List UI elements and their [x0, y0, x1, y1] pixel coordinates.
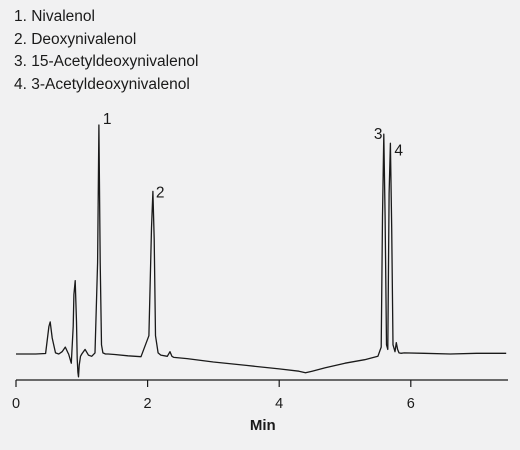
x-tick-label: 6: [407, 396, 415, 412]
x-tick-label: 4: [275, 396, 283, 412]
peak-label-2: 2: [156, 184, 165, 201]
chromatogram-trace: [16, 124, 507, 378]
legend: 1. Nivalenol 2. Deoxynivalenol 3. 15-Ace…: [14, 6, 198, 96]
peak-label-4: 4: [394, 142, 403, 159]
legend-item-15-acetyldeoxynivalenol: 3. 15-Acetyldeoxynivalenol: [14, 53, 199, 70]
x-tick-label: 0: [12, 396, 20, 412]
x-axis-label: Min: [250, 417, 276, 434]
legend-item-deoxynivalenol: 2. Deoxynivalenol: [14, 30, 137, 48]
legend-item-nivalenol: 1. Nivalenol: [14, 8, 95, 25]
peak-labels: 1 2 34: [103, 111, 403, 201]
x-tick-label: 2: [144, 396, 152, 412]
peak-label-1: 1: [103, 111, 112, 128]
x-axis-ticks: 0 2 4 6: [12, 380, 415, 412]
legend-item-3-acetyldeoxynivalenol: 4. 3-Acetyldeoxynivalenol: [14, 75, 190, 93]
peak-label-3: 3: [374, 126, 383, 143]
